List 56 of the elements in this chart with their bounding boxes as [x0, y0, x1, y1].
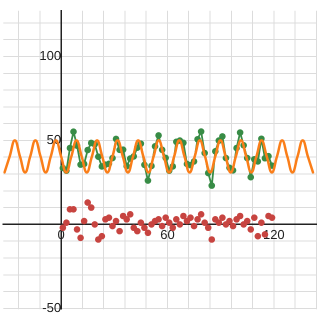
point — [268, 214, 276, 221]
point — [88, 204, 95, 211]
point — [63, 219, 70, 226]
point — [204, 224, 212, 232]
point — [106, 214, 112, 221]
point — [173, 216, 180, 223]
point — [190, 222, 198, 230]
point — [116, 228, 123, 234]
point — [134, 228, 141, 234]
point — [126, 211, 134, 218]
point — [194, 216, 201, 223]
point — [112, 218, 120, 224]
point — [84, 199, 91, 206]
point — [216, 219, 222, 226]
point — [219, 214, 226, 221]
point — [84, 146, 91, 154]
point — [144, 229, 152, 236]
point — [98, 232, 106, 240]
point — [109, 222, 116, 230]
point — [155, 216, 162, 223]
point — [77, 234, 84, 242]
point — [158, 222, 166, 230]
point — [123, 216, 130, 223]
point — [254, 232, 262, 240]
point — [251, 214, 258, 221]
point — [198, 128, 204, 135]
point — [138, 219, 144, 226]
point — [198, 211, 204, 218]
point — [155, 132, 162, 139]
point — [258, 219, 265, 226]
point — [226, 218, 233, 224]
point — [236, 129, 244, 136]
y-tick-label: 100 — [39, 48, 62, 64]
x-tick-label: 60 — [160, 226, 175, 242]
point — [80, 218, 88, 224]
point — [187, 214, 194, 221]
point — [176, 221, 184, 228]
point — [91, 221, 98, 228]
point — [244, 218, 251, 224]
point — [95, 153, 102, 160]
point — [162, 214, 169, 221]
point — [208, 182, 216, 189]
y-tick-label: -50 — [42, 300, 62, 315]
point — [74, 226, 80, 233]
point — [247, 174, 254, 181]
point — [144, 177, 152, 184]
point — [166, 219, 173, 226]
point — [180, 212, 187, 220]
point — [70, 128, 77, 136]
point — [219, 133, 226, 140]
point — [236, 212, 244, 220]
point — [141, 224, 148, 232]
point — [247, 226, 254, 233]
point — [208, 236, 216, 243]
point — [201, 219, 208, 226]
point — [230, 222, 236, 230]
